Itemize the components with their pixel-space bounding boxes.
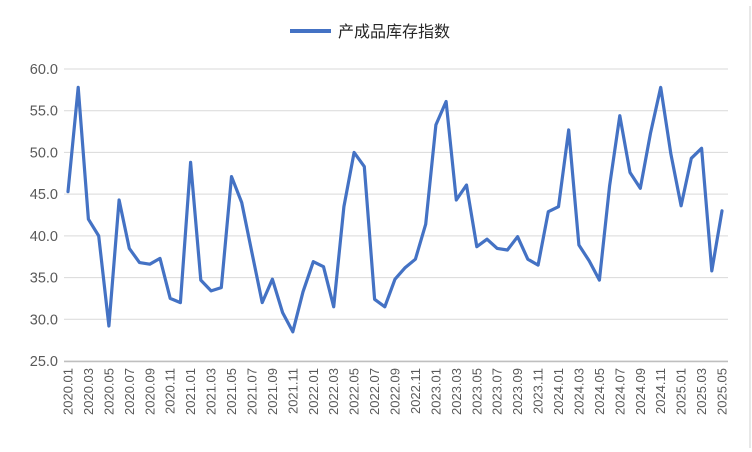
x-tick-label: 2022.11 — [408, 368, 423, 414]
x-tick-label: 2025.01 — [674, 368, 689, 415]
x-tick-label: 2021.11 — [285, 368, 300, 414]
x-tick-label: 2023.11 — [531, 368, 546, 414]
x-tick-label: 2023.03 — [449, 368, 464, 415]
x-tick-label: 2021.05 — [224, 368, 239, 415]
y-axis-tick-labels: 25.0 30.0 35.0 40.0 45.0 50.0 55.0 60.0 — [30, 62, 58, 370]
x-tick-label: 2023.07 — [490, 368, 505, 415]
x-tick-label: 2020.01 — [61, 368, 76, 415]
x-tick-label: 2022.03 — [326, 368, 341, 415]
x-tick-label: 2022.05 — [347, 368, 362, 415]
series-polyline — [66, 85, 724, 334]
y-tick-label: 45.0 — [30, 187, 58, 203]
x-tick-label: 2021.09 — [265, 368, 280, 415]
x-tick-label: 2024.11 — [653, 368, 668, 414]
series-line — [66, 85, 724, 334]
x-tick-label: 2023.09 — [510, 368, 525, 415]
y-tick-label: 60.0 — [30, 62, 58, 78]
x-tick-label: 2021.03 — [204, 368, 219, 415]
x-tick-label: 2025.05 — [715, 368, 730, 415]
x-tick-label: 2021.01 — [183, 368, 198, 415]
y-tick-label: 25.0 — [30, 354, 58, 370]
gridlines — [64, 68, 728, 362]
x-tick-label: 2024.01 — [551, 368, 566, 415]
x-tick-label: 2021.07 — [244, 368, 259, 415]
y-tick-label: 40.0 — [30, 229, 58, 245]
y-tick-label: 55.0 — [30, 104, 58, 120]
legend-label: 产成品库存指数 — [338, 23, 450, 41]
x-tick-label: 2022.07 — [367, 368, 382, 415]
x-tick-label: 2020.11 — [163, 368, 178, 414]
x-tick-label: 2024.05 — [592, 368, 607, 415]
x-tick-label: 2024.07 — [612, 368, 627, 415]
y-tick-label: 35.0 — [30, 271, 58, 287]
x-tick-label: 2023.05 — [469, 368, 484, 415]
x-tick-label: 2020.07 — [122, 368, 137, 415]
x-tick-label: 2020.03 — [81, 368, 96, 415]
x-tick-label: 2020.09 — [142, 368, 157, 415]
x-tick-label: 2024.03 — [571, 368, 586, 415]
x-axis-tick-labels: 2020.01 2020.03 2020.05 2020.07 2020.09 2020.… — [61, 368, 730, 415]
legend: 产成品库存指数 — [290, 23, 450, 41]
x-tick-label: 2022.01 — [306, 368, 321, 415]
x-tick-label: 2023.01 — [428, 368, 443, 415]
x-tick-label: 2025.03 — [694, 368, 709, 415]
x-tick-label: 2022.09 — [388, 368, 403, 415]
y-tick-label: 50.0 — [30, 145, 58, 161]
x-tick-label: 2020.05 — [101, 368, 116, 415]
y-tick-label: 30.0 — [30, 312, 58, 328]
x-tick-label: 2024.09 — [633, 368, 648, 415]
